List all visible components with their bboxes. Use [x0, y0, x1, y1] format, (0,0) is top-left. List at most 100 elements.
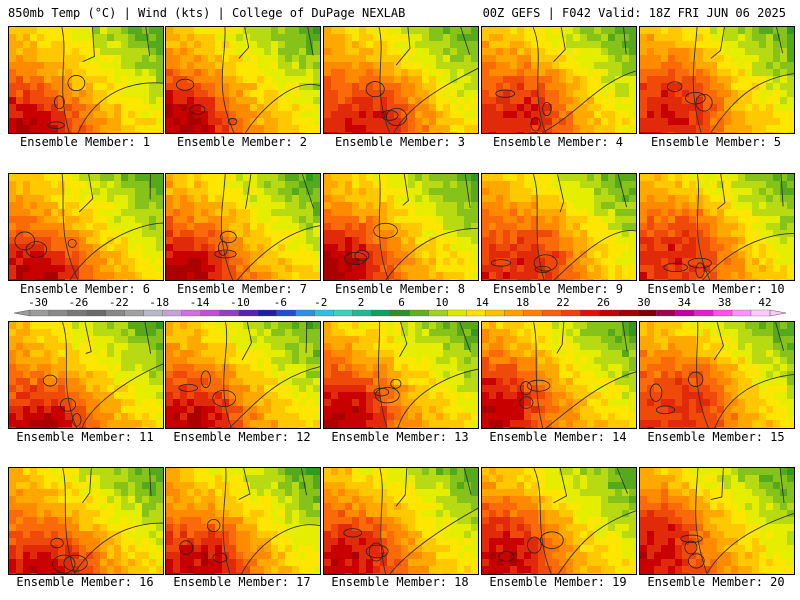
ensemble-member-label: Ensemble Member: 4: [492, 135, 624, 149]
colorbar-max-arrow: [769, 309, 787, 317]
state-boundary-line: [81, 363, 163, 428]
temperature-contour: [54, 95, 65, 110]
colorbar-tick-labels: -30 -26 -22 -18 -14 -10 -6 -2 2 6 10 14 18 22 26 30 34 38…: [0, 296, 800, 310]
state-boundary-line: [714, 373, 794, 428]
colorbar-segment: [181, 309, 201, 317]
ensemble-map-panel: [165, 173, 321, 281]
state-boundary-line: [238, 27, 250, 59]
temperature-contour: [527, 536, 542, 554]
state-boundary-line: [62, 468, 76, 574]
temperature-contour: [50, 537, 64, 549]
state-boundary-line: [145, 27, 151, 57]
state-boundary-line: [241, 322, 253, 361]
temperature-contour: [14, 231, 36, 251]
state-boundary-line: [223, 322, 232, 428]
state-boundary-line: [395, 27, 411, 66]
ensemble-member-label: Ensemble Member: 9: [492, 282, 624, 296]
colorbar-segment: [542, 309, 562, 317]
colorbar-tick-label: 22: [556, 296, 570, 309]
temperature-contour: [52, 554, 76, 574]
ensemble-map-panel: [323, 321, 479, 429]
colorbar-segment: [428, 309, 448, 317]
colorbar-segment: [618, 309, 638, 317]
temperature-field-map: [9, 322, 163, 428]
state-boundary-line: [73, 522, 163, 574]
state-boundary-line: [78, 174, 94, 213]
ensemble-map-panel: [639, 321, 795, 429]
colorbar-segment: [276, 309, 296, 317]
temperature-contour: [385, 107, 408, 127]
temperature-contour: [520, 381, 532, 396]
temperature-contour: [343, 528, 363, 538]
ensemble-member-label: Ensemble Member: 16: [16, 575, 154, 589]
temperature-contour: [684, 540, 698, 555]
colorbar-tick-label: 42: [758, 296, 772, 309]
temperature-contour: [380, 110, 399, 121]
temperature-contour: [534, 265, 551, 273]
state-boundary-line: [702, 233, 794, 280]
state-boundary-line: [464, 174, 471, 208]
state-boundary-line: [717, 174, 726, 210]
temperature-field-map: [166, 174, 320, 280]
temperature-contour: [539, 531, 564, 549]
colorbar-segment: [29, 309, 50, 317]
colorbar-segment: [693, 309, 714, 317]
colorbar-tick-label: 2: [357, 296, 365, 309]
colorbar-tick-label: -18: [149, 296, 170, 309]
state-boundary-line: [221, 27, 235, 133]
temperature-contour: [533, 254, 558, 272]
state-boundary-line: [220, 174, 234, 280]
temperature-contour: [212, 552, 228, 563]
temperature-contour: [60, 397, 77, 412]
temperature-contour: [649, 383, 663, 402]
temperature-contour: [72, 413, 82, 427]
colorbar-segment: [162, 309, 182, 317]
temperature-field-map: [324, 468, 478, 574]
state-boundary-line: [397, 368, 478, 428]
temperature-contour: [530, 117, 541, 132]
temperature-field-map: [640, 27, 794, 133]
state-boundary-line: [378, 174, 389, 280]
temperature-contour: [490, 259, 512, 267]
state-boundary-line: [395, 468, 408, 507]
colorbar-segment: [238, 309, 258, 317]
colorbar-segment: [257, 309, 277, 317]
colorbar-segment: [466, 309, 486, 317]
colorbar-tick-label: 6: [398, 296, 405, 309]
temperature-field-map: [324, 174, 478, 280]
state-boundary-line: [399, 322, 408, 358]
state-boundary-line: [557, 510, 636, 574]
temperature-contour: [67, 75, 86, 92]
temperature-contour: [688, 553, 705, 569]
state-boundary-line: [62, 322, 77, 428]
temperature-contour: [684, 91, 706, 105]
state-boundary-line: [532, 27, 546, 133]
state-boundary-line: [533, 322, 544, 428]
state-boundary-line: [238, 468, 251, 500]
state-boundary-line: [245, 174, 252, 209]
temperature-field-map: [482, 174, 636, 280]
temperature-contour: [200, 370, 211, 389]
colorbar-segment: [352, 309, 372, 317]
state-boundary-line: [463, 468, 472, 495]
colorbar-tick-label: -2: [314, 296, 328, 309]
temperature-contour: [67, 238, 77, 248]
state-boundary-line: [300, 468, 308, 496]
colorbar-tick-label: 34: [677, 296, 691, 309]
state-boundary-line: [393, 67, 478, 133]
state-boundary-line: [385, 227, 478, 280]
colorbar-tick-label: -30: [28, 296, 48, 309]
temperature-contour: [179, 540, 194, 555]
ensemble-map-panel: [639, 467, 795, 575]
ensemble-map-panel: [8, 173, 164, 281]
state-boundary-line: [696, 174, 711, 280]
colorbar-segment: [105, 309, 126, 317]
colorbar-segment: [447, 309, 467, 317]
temperature-contour: [373, 222, 398, 239]
state-boundary-line: [307, 27, 314, 56]
state-boundary-line: [301, 174, 315, 209]
temperature-field-map: [640, 468, 794, 574]
state-boundary-line: [776, 27, 784, 54]
colorbar-segment: [295, 309, 315, 317]
colorbar-segment: [390, 309, 410, 317]
